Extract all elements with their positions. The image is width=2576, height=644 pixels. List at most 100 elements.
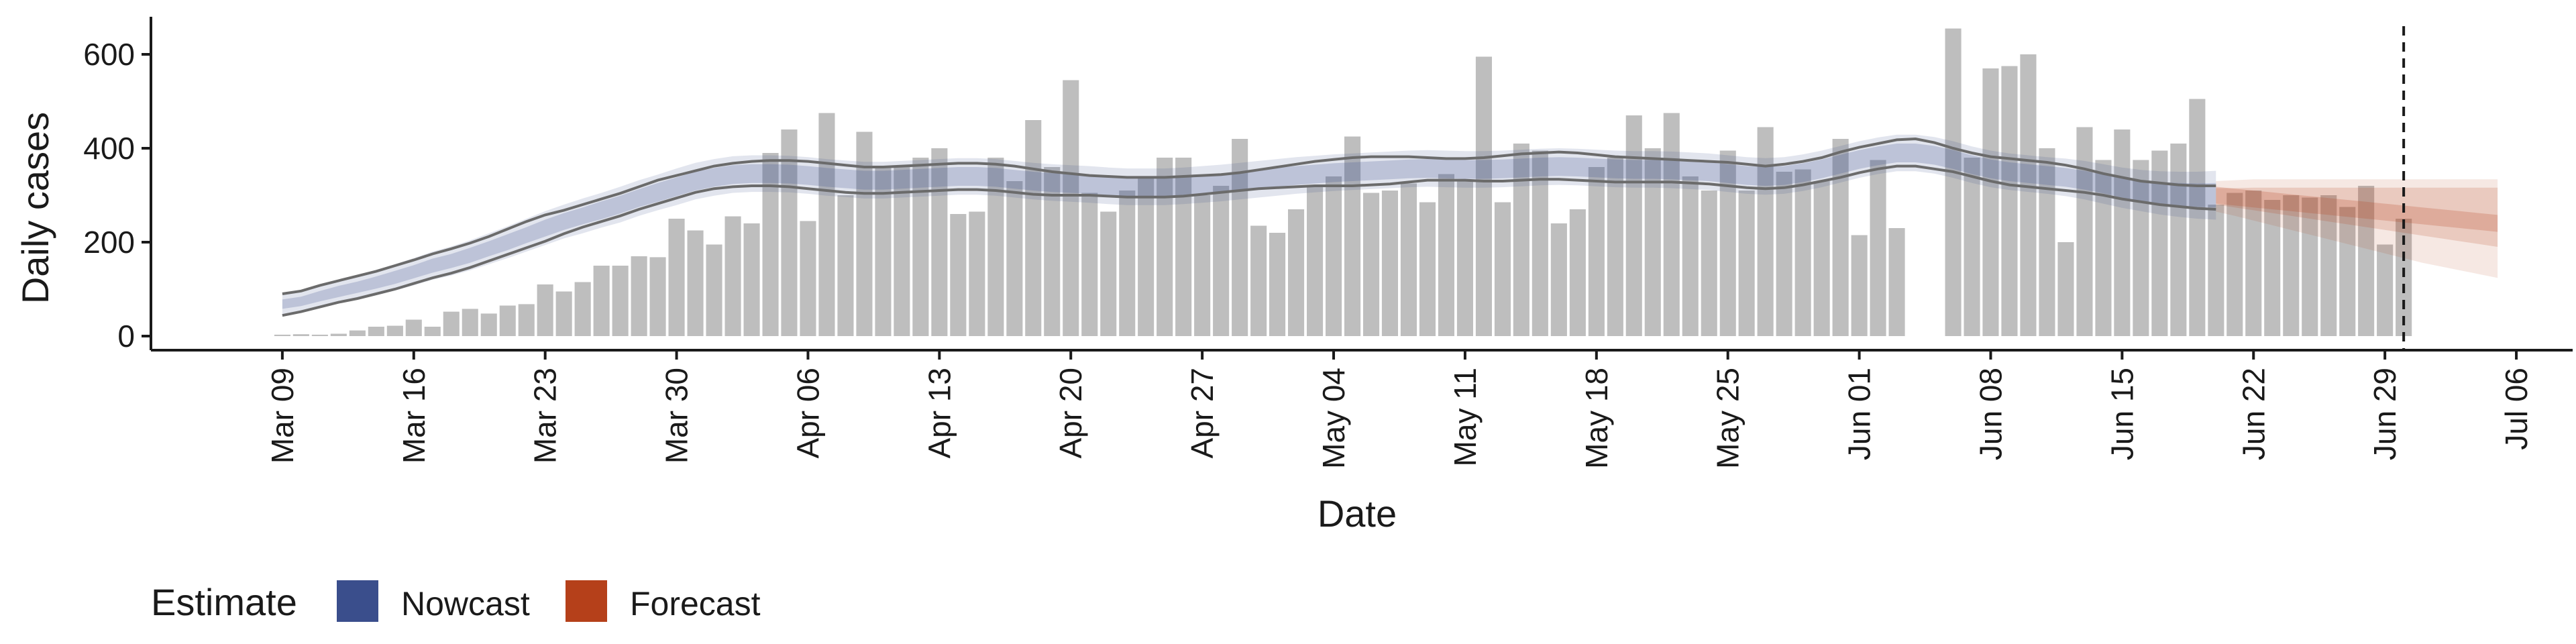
- x-tick-label: May 11: [1448, 368, 1483, 466]
- case-bar: [1025, 120, 1042, 336]
- x-tick-label: Mar 09: [265, 368, 300, 464]
- x-tick-label: May 25: [1711, 368, 1746, 469]
- case-bar: [987, 158, 1004, 336]
- case-bar: [1682, 176, 1699, 336]
- x-tick-label: Jun 22: [2236, 368, 2271, 460]
- case-bar: [1288, 209, 1305, 336]
- case-bar: [1307, 186, 1324, 336]
- case-bar: [743, 223, 760, 336]
- case-bar: [875, 167, 892, 336]
- legend-label-nowcast: Nowcast: [401, 585, 530, 623]
- case-bar: [1269, 233, 1286, 336]
- case-bar: [950, 214, 967, 336]
- case-bar: [668, 219, 685, 336]
- case-bar: [2133, 160, 2149, 336]
- case-bar: [2339, 207, 2356, 336]
- case-bar: [1119, 191, 1136, 336]
- case-bar: [1006, 181, 1023, 336]
- case-bar: [2095, 160, 2112, 336]
- case-bar: [462, 309, 478, 336]
- case-bar: [2020, 54, 2037, 336]
- y-tick-label: 600: [83, 37, 135, 72]
- case-bar: [2189, 99, 2206, 336]
- case-bar: [518, 304, 535, 336]
- case-bar: [1738, 191, 1755, 336]
- case-bar: [2302, 197, 2318, 336]
- case-bar: [1532, 150, 1548, 336]
- case-bar: [480, 313, 497, 336]
- case-bar: [1400, 183, 1417, 336]
- case-bar: [274, 334, 290, 336]
- case-bar: [1945, 28, 1962, 336]
- case-bar: [724, 216, 741, 336]
- case-bar: [2377, 244, 2394, 336]
- case-bar: [931, 148, 948, 336]
- case-bar: [1588, 167, 1605, 336]
- case-bar: [2264, 200, 2281, 336]
- case-bar: [1757, 127, 1774, 336]
- case-bar: [1569, 209, 1586, 336]
- case-bar: [706, 244, 722, 336]
- case-bar: [1363, 193, 1380, 336]
- case-bar: [1794, 169, 1811, 336]
- case-bar: [969, 211, 985, 336]
- legend-swatch-forecast: [566, 580, 607, 622]
- y-tick-label: 400: [83, 131, 135, 166]
- case-bar: [1964, 158, 1980, 336]
- case-bar: [2076, 127, 2093, 336]
- case-bar: [2283, 195, 2300, 336]
- nowcast-inner-band: [282, 144, 2216, 309]
- x-tick-label: Apr 13: [922, 368, 957, 459]
- legend-label-forecast: Forecast: [630, 585, 761, 623]
- case-bar: [1063, 80, 1079, 336]
- legend: Estimate Nowcast Forecast: [151, 580, 761, 623]
- case-bar: [1494, 202, 1511, 336]
- case-bar: [349, 330, 366, 336]
- case-bar: [368, 327, 384, 336]
- case-bar: [1475, 56, 1492, 336]
- x-tick-label: Jul 06: [2499, 368, 2534, 450]
- plot-layer: [274, 26, 2498, 350]
- y-tick-label: 0: [117, 319, 135, 354]
- case-bar: [1381, 191, 1398, 336]
- case-bar: [1776, 172, 1792, 336]
- case-bar: [537, 284, 553, 336]
- case-bar: [2208, 205, 2224, 336]
- case-bar: [574, 282, 591, 336]
- case-bar: [800, 221, 816, 336]
- y-tick-label: 200: [83, 225, 135, 260]
- case-bar: [330, 333, 347, 336]
- x-tick-label: Jun 08: [1974, 368, 2008, 460]
- case-bar: [837, 195, 854, 336]
- case-bar: [499, 305, 516, 336]
- case-bar: [1550, 223, 1567, 336]
- case-bar: [1326, 176, 1342, 336]
- case-bar: [2039, 148, 2055, 336]
- x-tick-label: Apr 20: [1053, 368, 1088, 459]
- case-bar: [1081, 193, 1098, 336]
- x-tick-label: Mar 16: [396, 368, 431, 464]
- case-bar: [1100, 211, 1117, 336]
- x-tick-label: Jun 15: [2104, 368, 2139, 460]
- case-bar: [1194, 195, 1211, 336]
- case-bar: [292, 334, 309, 336]
- case-bar: [2358, 186, 2375, 336]
- case-bar: [1982, 68, 1999, 336]
- case-bar: [2001, 66, 2018, 336]
- case-bar: [2226, 193, 2243, 336]
- case-bar: [818, 113, 835, 336]
- case-bar: [311, 334, 328, 336]
- forecast-inner-band: [2216, 187, 2498, 247]
- case-bar: [1419, 202, 1436, 336]
- forecast-median-band: [2216, 186, 2498, 232]
- case-bar: [894, 167, 910, 336]
- case-bar: [1250, 225, 1267, 336]
- case-bar: [1625, 115, 1642, 336]
- case-bar: [1644, 148, 1661, 336]
- case-bar: [424, 327, 441, 336]
- case-bar: [1701, 191, 1717, 336]
- case-bar: [912, 158, 929, 336]
- case-bar: [1870, 160, 1886, 336]
- case-bar: [649, 257, 666, 336]
